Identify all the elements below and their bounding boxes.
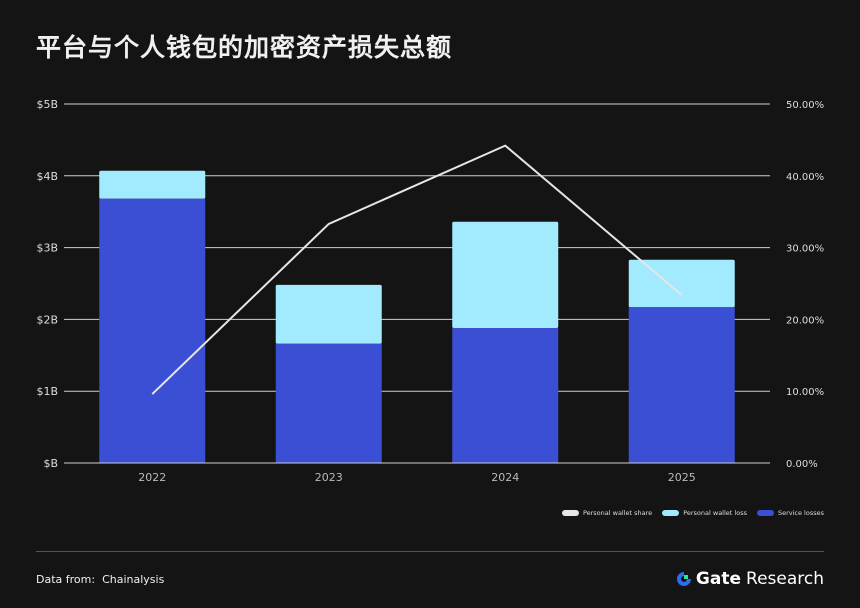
y-tick-label: $B xyxy=(43,457,58,470)
logo-suffix: Research xyxy=(746,569,824,589)
y-tick-label: $3B xyxy=(36,242,58,255)
gate-logo-icon xyxy=(676,572,691,586)
x-tick-label: 2025 xyxy=(668,471,696,484)
y2-tick-label: 40.00% xyxy=(786,172,824,183)
y-tick-label: $2B xyxy=(36,313,58,326)
legend-label: Personal wallet loss xyxy=(683,509,747,517)
logo-brand: Gate xyxy=(695,569,742,589)
bar-service-losses xyxy=(99,198,206,463)
line-personal-wallet-share xyxy=(151,144,683,395)
legend-item-personal: Personal wallet loss xyxy=(662,509,747,517)
legend-label: Service losses xyxy=(777,509,824,517)
bar-personal-wallet-loss xyxy=(99,170,206,199)
y2-tick-label: 30.00% xyxy=(786,244,824,255)
divider xyxy=(36,551,824,552)
legend-swatch xyxy=(662,510,680,516)
x-tick-label: 2024 xyxy=(491,471,519,484)
y2-tick-label: 10.00% xyxy=(786,387,824,398)
y-tick-label: $5B xyxy=(36,98,58,111)
y2-tick-label: 50.00% xyxy=(786,100,824,111)
bar-service-losses xyxy=(275,343,382,463)
legend-swatch xyxy=(756,510,774,516)
source-value: Chainalysis xyxy=(102,573,165,586)
y2-tick-label: 20.00% xyxy=(786,315,824,326)
legend-item-share: Personal wallet share xyxy=(561,509,653,517)
bar-service-losses xyxy=(628,307,735,463)
gate-research-logo: Gate Research xyxy=(674,569,824,589)
bar-personal-wallet-loss xyxy=(275,284,382,344)
legend-label: Personal wallet share xyxy=(582,509,653,517)
source-label: Data from: xyxy=(36,573,96,586)
legend-swatch xyxy=(561,510,579,516)
bar-personal-wallet-loss xyxy=(628,259,735,308)
bar-personal-wallet-loss xyxy=(452,221,559,329)
source: Data from: Chainalysis xyxy=(36,573,164,586)
y2-tick-label: 0.00% xyxy=(786,459,818,470)
legend-item-service: Service losses xyxy=(756,509,824,517)
bar-service-losses xyxy=(452,328,559,463)
legend: Personal wallet share Personal wallet lo… xyxy=(561,509,824,517)
chart-title: 平台与个人钱包的加密资产损失总额 xyxy=(36,33,453,62)
y-tick-label: $1B xyxy=(36,385,58,398)
x-tick-label: 2023 xyxy=(315,471,343,484)
y-tick-label: $4B xyxy=(36,170,58,183)
x-tick-label: 2022 xyxy=(138,471,166,484)
